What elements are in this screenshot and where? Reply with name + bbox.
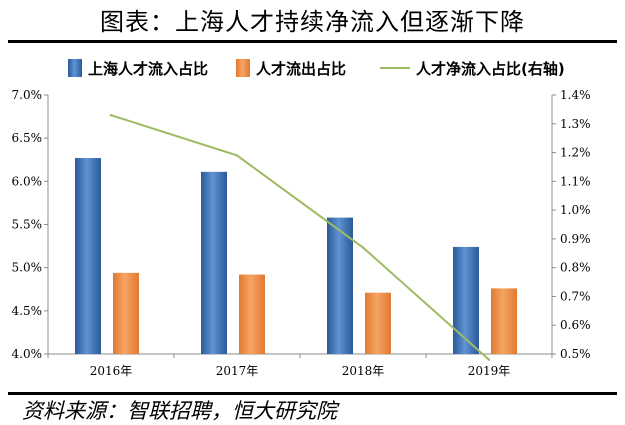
line-series [109, 113, 491, 361]
left-tick-label: 5.5% [12, 218, 43, 232]
left-tick-label: 6.0% [12, 174, 43, 188]
bar-inflow-4 [453, 246, 479, 354]
legend-swatch-inflow [68, 59, 82, 77]
net-inflow-point-3 [361, 246, 365, 249]
right-tick-label: 0.6% [560, 318, 591, 332]
page-title: 图表：上海人才持续净流入但逐渐下降 [100, 8, 525, 36]
bar-outflow-1 [113, 272, 139, 354]
right-tick-label: 0.7% [560, 289, 591, 303]
net-inflow-point-4 [487, 358, 491, 361]
left-tick-label: 5.0% [12, 261, 43, 275]
source-rule [8, 392, 617, 395]
right-tick-label: 1.3% [560, 117, 591, 131]
right-tick-label: 1.4% [560, 88, 591, 102]
net-inflow-line [110, 114, 490, 361]
right-tick-label: 1.2% [560, 146, 591, 160]
left-tick-label: 4.0% [12, 347, 43, 361]
right-tick-label: 1.0% [560, 203, 591, 217]
legend: 上海人才流入占比 人才流出占比 人才净流入占比(右轴) [68, 59, 565, 78]
source-note: 资料来源：智联招聘，恒大研究院 [22, 399, 337, 423]
bars [75, 158, 517, 354]
legend-label-outflow: 人才流出占比 [256, 60, 346, 78]
title-rule [8, 40, 617, 43]
x-tick-label: 2016年 [90, 364, 133, 378]
legend-label-inflow: 上海人才流入占比 [88, 60, 208, 78]
bar-outflow-3 [365, 292, 391, 354]
right-tick-label: 0.5% [560, 347, 591, 361]
left-tick-label: 6.5% [12, 131, 43, 145]
legend-swatch-outflow [236, 59, 250, 77]
x-tick-label: 2017年 [216, 364, 259, 378]
net-inflow-point-2 [235, 154, 239, 157]
right-tick-label: 1.1% [560, 174, 591, 188]
x-tick-label: 2019年 [468, 364, 511, 378]
x-tick-label: 2018年 [342, 364, 385, 378]
left-tick-label: 7.0% [12, 88, 43, 102]
right-tick-label: 0.8% [560, 261, 591, 275]
left-tick-label: 4.5% [12, 304, 43, 318]
right-tick-label: 0.9% [560, 232, 591, 246]
bar-inflow-3 [327, 217, 353, 354]
bar-outflow-4 [491, 288, 517, 354]
bar-outflow-2 [239, 274, 265, 354]
bar-inflow-1 [75, 158, 101, 354]
bar-inflow-2 [201, 171, 227, 354]
legend-label-net: 人才净流入占比(右轴) [416, 60, 565, 78]
net-inflow-point-1 [109, 113, 113, 117]
